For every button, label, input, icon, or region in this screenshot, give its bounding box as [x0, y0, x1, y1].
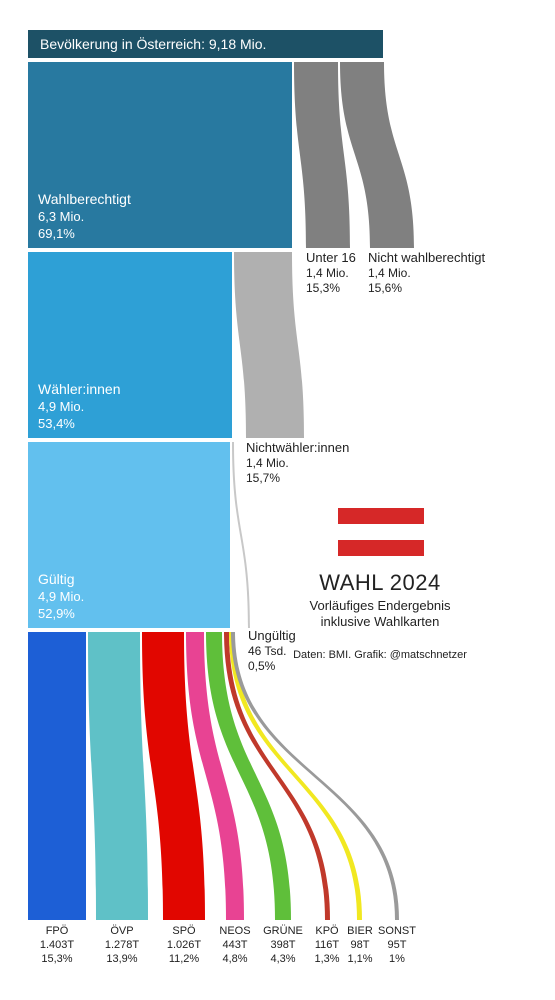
- party-fpoe-label: FPÖ: [46, 925, 69, 937]
- party-fpoe-value: 1.403T: [40, 939, 75, 951]
- invalid-label: Ungültig: [248, 628, 296, 643]
- invalid-pct: 0,5%: [248, 659, 276, 673]
- party-fpoe-flow: [28, 632, 86, 920]
- party-kpoe-label: KPÖ: [315, 925, 339, 937]
- not_eligible-flow: [340, 62, 414, 248]
- valid-value: 4,9 Mio.: [38, 589, 84, 604]
- party-sonst-value: 95T: [388, 939, 407, 951]
- party-neos-value: 443T: [222, 939, 247, 951]
- flag-mid: [338, 524, 424, 540]
- party-spoe-pct: 11,2%: [169, 953, 200, 965]
- header-text: Bevölkerung in Österreich: 9,18 Mio.: [40, 35, 266, 52]
- eligible-value: 6,3 Mio.: [38, 209, 84, 224]
- info-sub2: inklusive Wahlkarten: [321, 614, 440, 629]
- party-bier-label: BIER: [347, 925, 373, 937]
- flag-bot: [338, 540, 424, 556]
- eligible-label: Wahlberechtigt: [38, 191, 131, 207]
- under16-label: Unter 16: [306, 250, 356, 265]
- party-gruene-value: 398T: [270, 939, 295, 951]
- valid-pct: 52,9%: [38, 606, 75, 621]
- party-bier-value: 98T: [351, 939, 370, 951]
- voters-value: 4,9 Mio.: [38, 399, 84, 414]
- sankey-chart: Bevölkerung in Österreich: 9,18 Mio. Wahl…: [0, 0, 555, 1000]
- info-sub1: Vorläufiges Endergebnis: [310, 598, 451, 613]
- nonvoters-flow: [234, 252, 304, 438]
- not_eligible-label: Nicht wahlberechtigt: [368, 250, 485, 265]
- party-oevp-pct: 13,9%: [106, 953, 137, 965]
- party-oevp-value: 1.278T: [105, 939, 140, 951]
- flag-top: [338, 508, 424, 524]
- info-title: WAHL 2024: [319, 570, 440, 595]
- info-source: Daten: BMI. Grafik: @matschnetzer: [293, 649, 467, 661]
- valid-label: Gültig: [38, 571, 75, 587]
- party-sonst-label: SONST: [378, 925, 416, 937]
- under16-pct: 15,3%: [306, 281, 340, 295]
- nonvoters-value: 1,4 Mio.: [246, 456, 289, 470]
- party-spoe-label: SPÖ: [172, 925, 196, 937]
- under16-value: 1,4 Mio.: [306, 266, 349, 280]
- party-fpoe-pct: 15,3%: [41, 953, 72, 965]
- party-sonst-pct: 1%: [389, 953, 405, 965]
- party-gruene-pct: 4,3%: [270, 953, 295, 965]
- party-bier-pct: 1,1%: [347, 953, 372, 965]
- party-neos-label: NEOS: [219, 925, 250, 937]
- party-kpoe-value: 116T: [315, 939, 340, 951]
- eligible-pct: 69,1%: [38, 226, 75, 241]
- party-neos-pct: 4,8%: [222, 953, 247, 965]
- not_eligible-pct: 15,6%: [368, 281, 402, 295]
- voters-pct: 53,4%: [38, 416, 75, 431]
- party-spoe-value: 1.026T: [167, 939, 202, 951]
- party-oevp-label: ÖVP: [110, 925, 133, 937]
- invalid-value: 46 Tsd.: [248, 644, 286, 658]
- party-gruene-label: GRÜNE: [263, 925, 303, 937]
- voters-label: Wähler:innen: [38, 381, 121, 397]
- nonvoters-label: Nichtwähler:innen: [246, 440, 349, 455]
- party-oevp-flow: [88, 632, 148, 920]
- party-kpoe-pct: 1,3%: [314, 953, 339, 965]
- nonvoters-pct: 15,7%: [246, 471, 280, 485]
- not_eligible-value: 1,4 Mio.: [368, 266, 411, 280]
